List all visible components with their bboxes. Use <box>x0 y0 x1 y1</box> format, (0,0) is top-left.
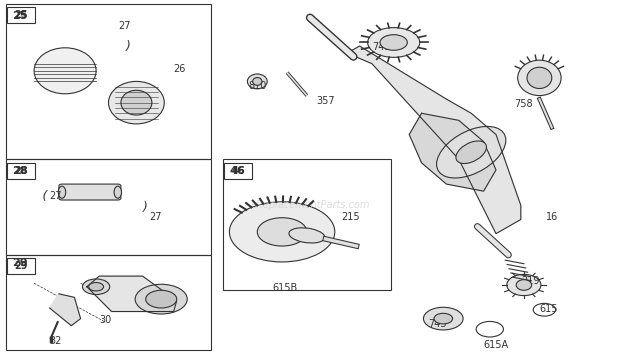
Text: 30: 30 <box>99 315 112 325</box>
Text: ): ) <box>143 201 148 213</box>
Text: 615B: 615B <box>273 283 298 293</box>
Text: 357: 357 <box>316 96 335 105</box>
Polygon shape <box>409 113 496 191</box>
Text: 29: 29 <box>12 258 28 268</box>
Ellipse shape <box>436 126 506 178</box>
Bar <box>7 163 35 179</box>
Circle shape <box>380 35 407 50</box>
Text: 29: 29 <box>15 261 28 272</box>
Bar <box>6 255 211 350</box>
Text: 615: 615 <box>539 304 558 314</box>
Ellipse shape <box>114 186 122 198</box>
Ellipse shape <box>253 78 262 85</box>
Circle shape <box>135 284 187 314</box>
Text: 615A: 615A <box>484 340 509 350</box>
Ellipse shape <box>516 280 531 290</box>
Ellipse shape <box>527 67 552 88</box>
Ellipse shape <box>289 228 325 243</box>
Ellipse shape <box>247 74 267 89</box>
Ellipse shape <box>121 90 152 115</box>
Text: 741: 741 <box>372 42 391 52</box>
Bar <box>7 7 35 23</box>
Polygon shape <box>87 276 177 312</box>
Circle shape <box>423 307 463 330</box>
Circle shape <box>146 290 177 308</box>
Ellipse shape <box>34 48 96 94</box>
Text: 25: 25 <box>15 10 28 20</box>
Bar <box>224 163 252 179</box>
Text: 32: 32 <box>50 336 62 346</box>
Text: 28: 28 <box>15 166 28 176</box>
Circle shape <box>82 279 110 295</box>
Circle shape <box>229 202 335 262</box>
FancyBboxPatch shape <box>59 184 121 200</box>
Text: 810: 810 <box>248 81 267 91</box>
Text: ): ) <box>44 187 49 199</box>
Text: 25: 25 <box>12 11 28 21</box>
Bar <box>6 159 211 255</box>
Ellipse shape <box>456 141 487 164</box>
Circle shape <box>434 313 453 324</box>
Text: 215: 215 <box>341 212 360 222</box>
Text: 16: 16 <box>546 212 558 222</box>
Circle shape <box>368 28 420 57</box>
Ellipse shape <box>518 60 561 96</box>
Text: eReplacementParts.com: eReplacementParts.com <box>250 200 370 210</box>
Bar <box>223 159 391 290</box>
Ellipse shape <box>108 81 164 124</box>
Text: 46: 46 <box>232 166 245 176</box>
Text: ): ) <box>126 40 131 52</box>
Text: 28: 28 <box>12 166 28 176</box>
Text: 758: 758 <box>515 99 533 109</box>
Text: 743: 743 <box>428 319 446 329</box>
Text: 27: 27 <box>118 21 130 31</box>
Bar <box>6 4 211 159</box>
Ellipse shape <box>58 186 66 198</box>
Text: 46: 46 <box>229 166 245 176</box>
Text: 219: 219 <box>521 276 539 286</box>
Text: 27: 27 <box>50 191 62 201</box>
Text: 27: 27 <box>149 212 161 222</box>
Polygon shape <box>347 46 521 234</box>
Ellipse shape <box>507 274 541 296</box>
Circle shape <box>257 218 307 246</box>
Text: 26: 26 <box>174 64 186 74</box>
Circle shape <box>89 282 104 291</box>
Bar <box>7 258 35 274</box>
Polygon shape <box>50 294 81 326</box>
